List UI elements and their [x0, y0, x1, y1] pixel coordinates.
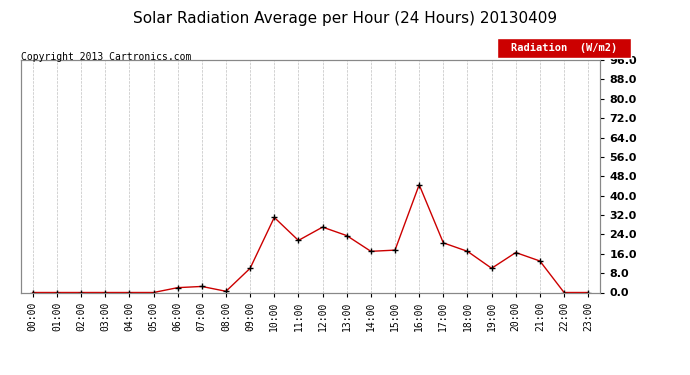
Text: Radiation  (W/m2): Radiation (W/m2) [511, 43, 617, 53]
Text: Solar Radiation Average per Hour (24 Hours) 20130409: Solar Radiation Average per Hour (24 Hou… [133, 11, 557, 26]
Text: Copyright 2013 Cartronics.com: Copyright 2013 Cartronics.com [21, 53, 191, 63]
